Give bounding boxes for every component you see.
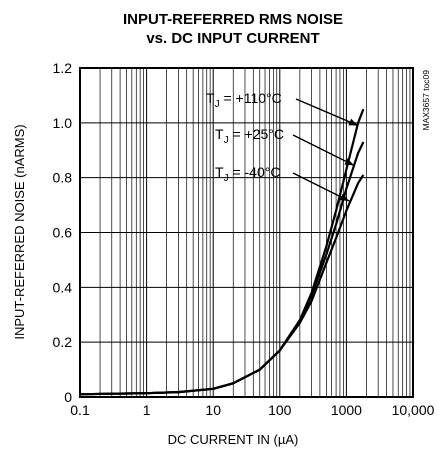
y-tick-label: 0.2	[53, 334, 73, 350]
label-value: = -40°C	[229, 164, 281, 180]
series-line-1	[79, 108, 365, 396]
series-line-3	[79, 174, 365, 396]
x-tick-label: 10,000	[392, 402, 435, 418]
y-axis-label: INPUT-REFERRED NOISE (nARMS)	[12, 124, 27, 339]
axis-ticks: 0.1 1 10 100 1000 10,000 0 0.2 0.4 0.6 0.8 1.0 1.2	[53, 60, 435, 418]
arrowhead-2	[344, 158, 354, 166]
label-symbol: T	[215, 164, 224, 180]
series-label-1: TJ = +110°C	[206, 90, 282, 110]
figure-code: MAX3657 toc09	[421, 70, 431, 131]
y-tick-label: 0	[64, 389, 72, 405]
plot-frame	[79, 67, 414, 398]
label-subscript: J	[224, 135, 229, 146]
x-tick-label: 100	[268, 402, 292, 418]
y-tick-label: 1.2	[53, 60, 73, 76]
series-label-2: TJ = +25°C	[215, 126, 284, 146]
chart-title-line1: INPUT-REFERRED RMS NOISE	[123, 11, 343, 28]
label-value: = +25°C	[229, 126, 284, 142]
label-subscript: J	[215, 99, 220, 110]
x-tick-label: 10	[205, 402, 221, 418]
data-series	[79, 108, 365, 396]
series-labels: TJ = +110°CTJ = +25°CTJ = -40°C	[206, 90, 359, 202]
y-tick-label: 0.6	[53, 225, 73, 241]
x-tick-label: 0.1	[70, 402, 90, 418]
y-tick-label: 0.4	[53, 279, 73, 295]
annotation-arrow-1	[295, 98, 359, 127]
x-tick-label: 1000	[331, 402, 362, 418]
chart-title-line2: vs. DC INPUT CURRENT	[146, 30, 319, 47]
label-symbol: T	[206, 90, 215, 106]
x-axis-label: DC CURRENT IN (µA)	[168, 432, 299, 447]
y-tick-label: 0.8	[53, 170, 73, 186]
arrowhead-3	[339, 193, 350, 201]
x-tick-label: 1	[143, 402, 151, 418]
series-label-3: TJ = -40°C	[215, 164, 280, 184]
y-tick-label: 1.0	[53, 115, 73, 131]
grid	[80, 68, 413, 397]
annotation-arrow-3	[292, 172, 350, 202]
label-symbol: T	[215, 126, 224, 142]
label-value: = +110°C	[220, 90, 282, 106]
label-subscript: J	[224, 173, 229, 184]
annotation-arrow-2	[292, 134, 355, 166]
arrowhead-1	[348, 118, 359, 126]
